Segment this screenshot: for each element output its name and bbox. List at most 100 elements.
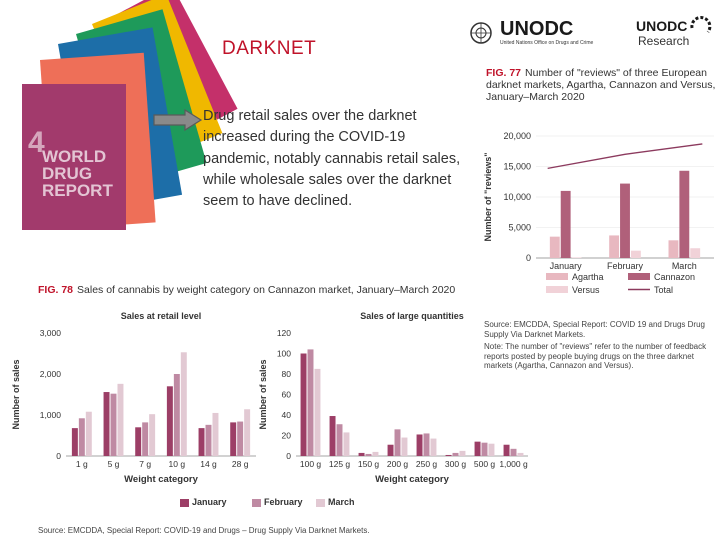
bar-cannazon-january <box>560 190 571 258</box>
report-cover-stack: 4 WORLD DRUG REPORT <box>14 0 238 230</box>
fig77-title: Number of "reviews" of three European da… <box>486 67 716 103</box>
x-tick-label: 7 g <box>139 459 151 469</box>
bar-january-300-g <box>445 454 452 456</box>
y-tick-label: 2,000 <box>40 369 62 379</box>
y-tick-label: 0 <box>56 451 61 461</box>
unodc-research-logo: UNODC Research <box>636 12 716 52</box>
y-tick-label: 0 <box>286 451 291 461</box>
bar-february-250-g <box>423 433 430 456</box>
bar-march-500-g <box>488 443 495 456</box>
fig77-note: Note: The number of "reviews" refer to t… <box>484 342 707 370</box>
bar-march-150-g <box>372 451 379 456</box>
bar-march-300-g <box>459 450 466 456</box>
y-tick-label: 80 <box>282 369 292 379</box>
bar-march-14-g <box>212 412 219 456</box>
bar-january-250-g <box>416 434 423 456</box>
unodc-subtitle: United Nations Office on Drugs and Crime <box>500 40 594 46</box>
y-tick-label: 1,000 <box>40 410 62 420</box>
fig78-title: Sales of cannabis by weight category on … <box>77 284 456 296</box>
x-tick-label: March <box>672 261 697 271</box>
bar-february-1-000-g <box>510 448 517 456</box>
bar-january-10-g <box>166 386 173 456</box>
bar-february-150-g <box>365 453 372 456</box>
y-tick-label: 60 <box>282 390 292 400</box>
x-axis-label: Weight category <box>124 474 198 485</box>
bar-versus-february <box>630 250 641 258</box>
y-tick-label: 40 <box>282 410 292 420</box>
legend-swatch-january <box>180 499 189 507</box>
slide-title: DARKNET <box>222 38 317 59</box>
bar-agartha-january <box>549 236 560 258</box>
x-tick-label: 1,000 g <box>499 459 528 469</box>
line-total <box>547 143 703 169</box>
y-tick-label: 20 <box>282 431 292 441</box>
y-tick-label: 15,000 <box>503 162 531 172</box>
bar-february-5-g <box>110 393 117 456</box>
y-tick-label: 0 <box>526 253 531 263</box>
bar-cannazon-february <box>620 183 630 258</box>
x-tick-label: February <box>607 261 644 271</box>
bar-february-500-g <box>481 442 488 456</box>
bar-january-1-g <box>71 428 78 456</box>
legend-label-agartha: Agartha <box>572 272 604 282</box>
y-axis-label: Number of sales <box>11 359 21 429</box>
bar-march-100-g <box>314 368 321 456</box>
research-wordmark-bottom: Research <box>638 34 690 48</box>
y-tick-label: 10,000 <box>503 192 531 202</box>
bar-january-7-g <box>135 427 142 456</box>
bar-february-10-g <box>173 374 180 456</box>
bar-march-5-g <box>117 383 124 456</box>
legend-label-january: January <box>192 497 227 507</box>
arrow-right-icon <box>153 109 203 131</box>
research-arc-icon <box>690 16 712 33</box>
fig78-legend: January February March <box>180 496 420 510</box>
bar-january-125-g <box>329 416 336 456</box>
y-axis-label: Number of "reviews" <box>483 152 493 241</box>
unodc-logo: UNODC United Nations Office on Drugs and… <box>468 18 598 50</box>
fig78-title-block: FIG. 78 Sales of cannabis by weight categ… <box>38 284 488 296</box>
x-tick-label: January <box>550 261 583 271</box>
bar-february-300-g <box>452 452 459 456</box>
bar-march-1-000-g <box>517 452 524 456</box>
bar-january-150-g <box>358 452 365 456</box>
fig78-source: Source: EMCDDA, Special Report: COVID-19… <box>38 526 370 535</box>
report-cover-line-2: DRUG <box>42 164 93 183</box>
bar-agartha-february <box>609 235 620 258</box>
y-tick-label: 5,000 <box>508 223 531 233</box>
bar-february-28-g <box>237 421 244 456</box>
legend-label-march: March <box>328 497 355 507</box>
bar-cannazon-march <box>679 170 690 258</box>
bar-versus-january <box>571 257 582 258</box>
slide-description: Drug retail sales over the darknet incre… <box>203 108 461 210</box>
legend-swatch-versus <box>546 286 568 293</box>
bar-march-125-g <box>343 432 350 456</box>
x-tick-label: 100 g <box>300 459 322 469</box>
bar-versus-march <box>690 248 701 258</box>
report-cover-title: WORLD DRUG REPORT <box>42 148 113 199</box>
fig78-retail-chart: 0 1,000 2,000 3,000 Number of sales Sales at … <box>11 311 256 485</box>
y-tick-label: 3,000 <box>40 328 62 338</box>
bar-february-14-g <box>205 424 212 456</box>
x-tick-label: 150 g <box>358 459 380 469</box>
report-cover-year: 4 <box>28 126 45 159</box>
report-cover-line-3: REPORT <box>42 181 113 200</box>
x-tick-label: 300 g <box>445 459 467 469</box>
legend-swatch-march <box>316 499 325 507</box>
y-tick-label: 20,000 <box>503 131 531 141</box>
chart-title: Sales at retail level <box>121 311 202 321</box>
legend-swatch-february <box>252 499 261 507</box>
bar-agartha-march <box>668 240 679 258</box>
bar-february-1-g <box>78 418 85 456</box>
fig77-number: FIG. 77 <box>486 67 522 79</box>
bar-march-1-g <box>85 411 92 456</box>
x-tick-label: 14 g <box>200 459 217 469</box>
x-tick-label: 5 g <box>108 459 120 469</box>
fig77-title-block: FIG. 77 Number of "reviews" of three Euro… <box>486 67 716 103</box>
fig78-number: FIG. 78 <box>38 284 74 296</box>
x-axis-label: Weight category <box>375 474 449 485</box>
unodc-wordmark: UNODC <box>500 18 574 40</box>
y-tick-label: 120 <box>277 328 291 338</box>
legend-label-total: Total <box>654 285 673 295</box>
bar-february-7-g <box>142 422 149 456</box>
bar-march-7-g <box>149 414 156 456</box>
